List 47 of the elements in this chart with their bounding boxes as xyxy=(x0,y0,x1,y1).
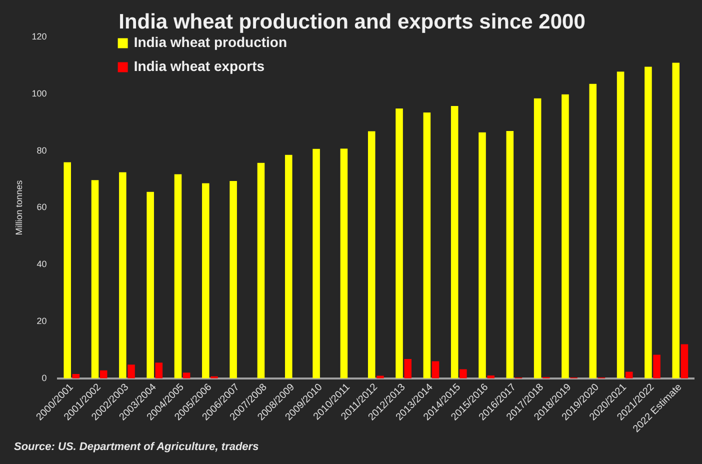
bar xyxy=(182,372,190,378)
y-tick-label: 60 xyxy=(36,202,47,212)
legend-label: India wheat production xyxy=(134,34,288,50)
bar xyxy=(174,174,182,378)
y-tick-label: 0 xyxy=(42,372,47,383)
bar xyxy=(202,183,210,378)
bar xyxy=(487,375,494,378)
bar xyxy=(616,72,624,378)
bar xyxy=(460,369,467,378)
y-tick-label: 100 xyxy=(32,88,47,99)
bar xyxy=(432,361,440,378)
bar xyxy=(155,362,163,378)
bar xyxy=(368,131,376,378)
y-tick-label: 120 xyxy=(32,32,47,42)
bar xyxy=(91,180,99,378)
bar xyxy=(64,162,72,378)
bar xyxy=(119,172,126,378)
bar xyxy=(478,132,486,378)
bar xyxy=(312,148,320,378)
bar xyxy=(506,131,514,378)
bar xyxy=(423,112,431,378)
y-tick-label: 20 xyxy=(36,316,47,326)
bar xyxy=(534,98,542,378)
bar xyxy=(257,162,265,378)
bar xyxy=(672,62,680,378)
bar xyxy=(625,372,633,378)
bar xyxy=(100,370,108,378)
chart-title: India wheat production and exports since 2000 xyxy=(118,10,586,34)
bar xyxy=(450,106,458,378)
bar xyxy=(128,364,135,378)
legend-label: India wheat exports xyxy=(134,58,265,74)
y-tick-label: 40 xyxy=(36,259,47,270)
bar xyxy=(680,344,688,378)
bar xyxy=(230,181,237,378)
source-note: Source: US. Department of Agriculture, traders xyxy=(14,441,259,453)
y-axis-title: Million tonnes xyxy=(14,180,24,236)
bar xyxy=(146,192,154,378)
bar xyxy=(396,108,403,378)
bar xyxy=(340,148,348,378)
bar xyxy=(284,154,292,378)
bar xyxy=(644,66,652,378)
bar xyxy=(653,354,660,378)
bar xyxy=(404,358,412,378)
bar xyxy=(562,94,569,378)
bar xyxy=(72,374,80,378)
bar xyxy=(589,84,597,378)
y-tick-label: 80 xyxy=(36,145,47,156)
